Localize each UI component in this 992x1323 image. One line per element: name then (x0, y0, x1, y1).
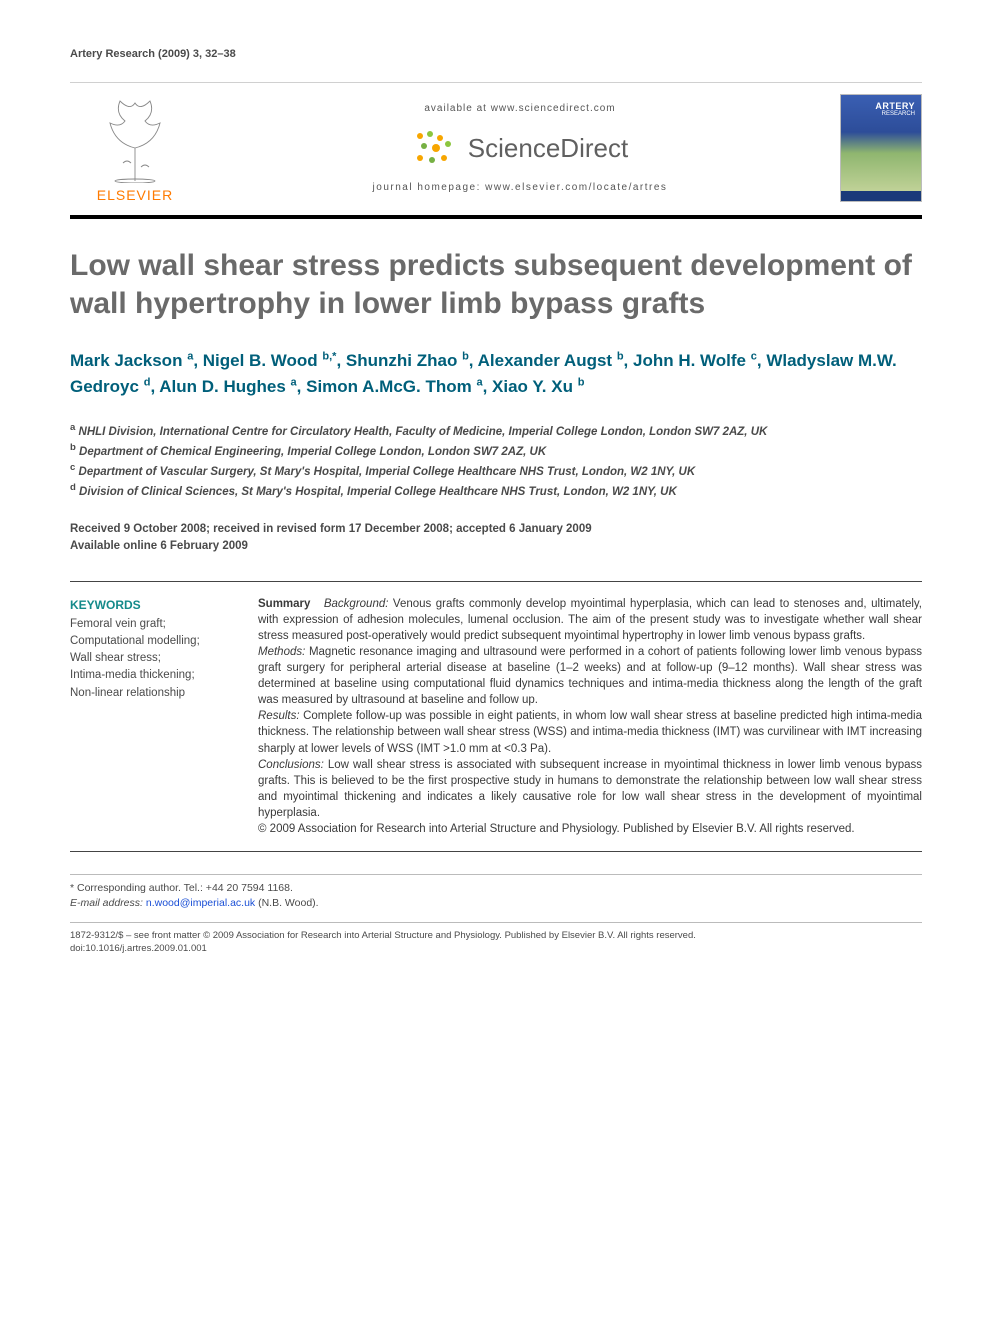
doi-line: doi:10.1016/j.artres.2009.01.001 (70, 942, 922, 955)
running-head: Artery Research (2009) 3, 32–38 (70, 48, 922, 60)
keywords-heading: KEYWORDS (70, 596, 230, 614)
author-list: Mark Jackson a, Nigel B. Wood b,*, Shunz… (70, 348, 922, 399)
author: Shunzhi Zhao b (346, 351, 469, 370)
corresponding-email-link[interactable]: n.wood@imperial.ac.uk (146, 897, 255, 909)
author: Nigel B. Wood b,* (203, 351, 337, 370)
cover-subtitle: RESEARCH (841, 111, 921, 117)
sciencedirect-wordmark: ScienceDirect (468, 133, 628, 164)
affiliation-line: c Department of Vascular Surgery, St Mar… (70, 461, 922, 481)
author: Xiao Y. Xu b (492, 377, 584, 396)
corresponding-author-footnote: * Corresponding author. Tel.: +44 20 759… (70, 874, 922, 911)
publisher-wordmark: ELSEVIER (97, 187, 173, 203)
author: Alexander Augst b (478, 351, 624, 370)
masthead-center: available at www.sciencedirect.com Scien… (218, 103, 822, 193)
history-received-line: Received 9 October 2008; received in rev… (70, 521, 922, 538)
keyword-item: Intima-media thickening; (70, 667, 230, 684)
summary-lead-word: Summary (258, 598, 310, 610)
cover-footer-bar (841, 191, 921, 201)
sciencedirect-dots-icon (412, 128, 458, 168)
author: Simon A.McG. Thom a (306, 377, 482, 396)
summary-column: Summary Background: Venous grafts common… (258, 596, 922, 837)
keyword-item: Femoral vein graft; (70, 616, 230, 633)
keyword-item: Computational modelling; (70, 633, 230, 650)
affiliation-line: a NHLI Division, International Centre fo… (70, 421, 922, 441)
author: Alun D. Hughes a (159, 377, 296, 396)
results-label: Results: (258, 710, 300, 722)
email-label: E-mail address: (70, 897, 143, 909)
conclusions-text: Low wall shear stress is associated with… (258, 759, 922, 819)
background-label: Background: (324, 598, 389, 610)
publisher-logo-block: ELSEVIER (70, 93, 200, 203)
corresponding-tel: * Corresponding author. Tel.: +44 20 759… (70, 881, 922, 896)
abstract-copyright: © 2009 Association for Research into Art… (258, 823, 855, 835)
masthead: ELSEVIER available at www.sciencedirect.… (70, 82, 922, 219)
article-page: Artery Research (2009) 3, 32–38 ELSEVIER… (0, 0, 992, 995)
legal-footer: 1872-9312/$ – see front matter © 2009 As… (70, 922, 922, 956)
elsevier-tree-icon (95, 93, 175, 183)
sciencedirect-logo: ScienceDirect (412, 128, 628, 168)
affiliation-line: d Division of Clinical Sciences, St Mary… (70, 481, 922, 501)
keyword-item: Non-linear relationship (70, 685, 230, 702)
methods-label: Methods: (258, 646, 305, 658)
corresponding-email-line: E-mail address: n.wood@imperial.ac.uk (N… (70, 896, 922, 911)
keywords-column: KEYWORDS Femoral vein graft;Computationa… (70, 596, 230, 837)
affiliation-line: b Department of Chemical Engineering, Im… (70, 441, 922, 461)
keyword-item: Wall shear stress; (70, 650, 230, 667)
author: Mark Jackson a (70, 351, 193, 370)
keywords-list: Femoral vein graft;Computational modelli… (70, 616, 230, 702)
article-history: Received 9 October 2008; received in rev… (70, 521, 922, 554)
corresponding-email-suffix: (N.B. Wood). (255, 897, 318, 909)
author: John H. Wolfe c (633, 351, 757, 370)
abstract-block: KEYWORDS Femoral vein graft;Computationa… (70, 581, 922, 852)
journal-cover-thumbnail: ARTERY RESEARCH (840, 94, 922, 202)
conclusions-label: Conclusions: (258, 759, 324, 771)
methods-text: Magnetic resonance imaging and ultrasoun… (258, 646, 922, 706)
results-text: Complete follow-up was possible in eight… (258, 710, 922, 754)
affiliations-block: a NHLI Division, International Centre fo… (70, 421, 922, 501)
issn-copyright-line: 1872-9312/$ – see front matter © 2009 As… (70, 929, 922, 942)
journal-homepage-line: journal homepage: www.elsevier.com/locat… (373, 182, 668, 193)
article-title: Low wall shear stress predicts subsequen… (70, 247, 922, 322)
history-online-line: Available online 6 February 2009 (70, 538, 922, 555)
available-at-line: available at www.sciencedirect.com (424, 103, 615, 114)
cover-title: ARTERY (841, 95, 921, 111)
